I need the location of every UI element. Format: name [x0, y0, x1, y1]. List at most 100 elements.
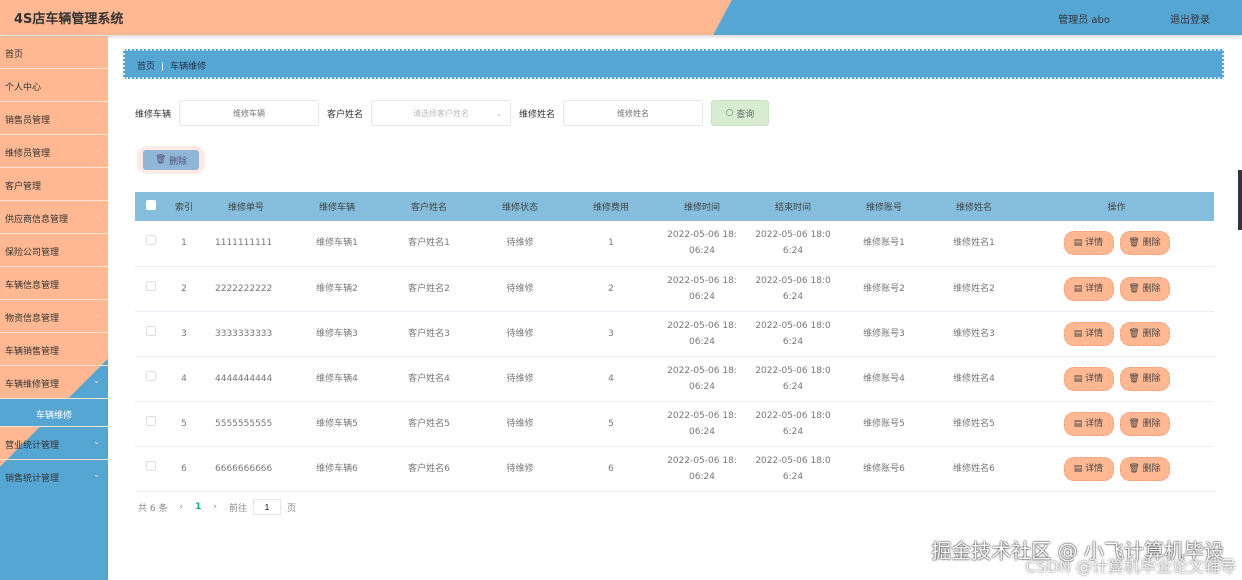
scrollbar[interactable]	[1238, 170, 1242, 230]
chevron-down-icon: ⌄	[495, 108, 503, 118]
sidebar-item[interactable]: 物资信息管理 ⌄	[0, 300, 108, 333]
customer-select[interactable]: 请选择客户姓名 ⌄	[371, 100, 512, 126]
sidebar-item-label: 保险公司管理	[5, 248, 60, 258]
batch-delete-button[interactable]: 🗑 删除	[137, 146, 205, 174]
sidebar-item-label: 车辆维修管理	[5, 380, 60, 390]
watermark-csdn: CSDN @计算机毕业论文辅导	[1025, 557, 1236, 576]
sidebar-item-label: 个人中心	[5, 83, 42, 93]
customer-select-placeholder: 请选择客户姓名	[413, 108, 470, 118]
app-title: 4S店车辆管理系统	[14, 12, 124, 27]
delete-button[interactable]: 🗑 删除	[1119, 366, 1170, 391]
column-header: 维修状态	[475, 192, 565, 221]
table-cell: 维修账号5	[839, 401, 929, 447]
watermark-juejin: 掘金技术社区 @ 小飞计算机毕设	[931, 539, 1224, 563]
detail-label: 详情	[1085, 373, 1104, 384]
breadcrumb-home[interactable]: 首页	[137, 62, 156, 72]
sidebar-subitem-active[interactable]: 车辆维修	[0, 399, 108, 427]
vehicle-input[interactable]	[179, 100, 320, 126]
sidebar-item[interactable]: 维修员管理 ⌄	[0, 135, 108, 168]
table-cell: 待维修	[475, 401, 565, 447]
table-cell: 待维修	[475, 356, 565, 402]
chevron-down-icon: ⌄	[93, 277, 100, 286]
chevron-down-icon: ⌄	[93, 211, 100, 220]
sidebar-item-label: 物资信息管理	[5, 314, 60, 324]
goto-page-input[interactable]	[252, 499, 281, 515]
sidebar-item-label: 车辆信息管理	[5, 281, 60, 291]
column-header: 结束时间	[747, 192, 839, 221]
prev-page-button[interactable]: ‹	[179, 502, 184, 512]
chevron-down-icon: ⌄	[93, 437, 100, 446]
sidebar-item[interactable]: 车辆维修管理 ⌄	[0, 366, 108, 399]
detail-button[interactable]: ▤ 详情	[1063, 456, 1114, 481]
detail-label: 详情	[1085, 283, 1104, 294]
column-header: 操作	[1019, 192, 1214, 221]
table-cell: 2022-05-06 18:06:24	[657, 311, 747, 357]
detail-button[interactable]: ▤ 详情	[1063, 321, 1114, 346]
row-checkbox[interactable]	[135, 311, 167, 357]
sidebar-item[interactable]: 首页	[0, 36, 108, 69]
breadcrumb-current: 车辆维修	[170, 62, 207, 72]
chevron-down-icon: ⌄	[93, 79, 100, 88]
detail-button[interactable]: ▤ 详情	[1063, 276, 1114, 301]
sidebar-item[interactable]: 车辆信息管理 ⌄	[0, 267, 108, 300]
table-cell: 2022-05-06 18:06:24	[747, 356, 839, 402]
sidebar-item[interactable]: 销售员管理 ⌄	[0, 102, 108, 135]
repair-name-input[interactable]	[563, 100, 704, 126]
chevron-down-icon: ⌄	[93, 145, 100, 154]
page-number[interactable]: 1	[195, 502, 202, 512]
table-cell: 1111111111	[201, 221, 291, 267]
table-cell: 维修姓名1	[929, 221, 1019, 267]
table-cell: 待维修	[475, 221, 565, 267]
delete-button[interactable]: 🗑 删除	[1119, 276, 1170, 301]
table-cell: 待维修	[475, 446, 565, 492]
table-cell: 6	[565, 446, 657, 492]
row-checkbox[interactable]	[135, 266, 167, 312]
delete-label: 删除	[1142, 373, 1161, 384]
table-cell: 5555555555	[201, 401, 291, 447]
sidebar-item[interactable]: 保险公司管理 ⌄	[0, 234, 108, 267]
select-all-checkbox[interactable]	[135, 192, 167, 221]
table-cell: 维修姓名3	[929, 311, 1019, 357]
row-checkbox[interactable]	[135, 356, 167, 402]
sidebar-item-label: 客户管理	[5, 182, 42, 192]
table-cell: 待维修	[475, 266, 565, 312]
sidebar-item[interactable]: 销售统计管理 ⌄	[0, 460, 108, 493]
row-checkbox[interactable]	[135, 446, 167, 492]
delete-label: 删除	[1142, 238, 1161, 249]
delete-button[interactable]: 🗑 删除	[1119, 456, 1170, 481]
detail-button[interactable]: ▤ 详情	[1063, 366, 1114, 391]
table-cell: 维修车辆2	[291, 266, 383, 312]
row-actions: ▤ 详情 🗑 删除	[1019, 266, 1214, 312]
delete-label: 删除	[1142, 283, 1161, 294]
table-cell: 维修账号4	[839, 356, 929, 402]
sidebar-item[interactable]: 车辆销售管理 ⌄	[0, 333, 108, 366]
table-cell: 2022-05-06 18:06:24	[747, 446, 839, 492]
delete-button[interactable]: 🗑 删除	[1119, 231, 1170, 256]
detail-button[interactable]: ▤ 详情	[1063, 411, 1114, 436]
table-cell: 维修姓名2	[929, 266, 1019, 312]
delete-button[interactable]: 🗑 删除	[1119, 411, 1170, 436]
detail-button[interactable]: ▤ 详情	[1063, 231, 1114, 256]
breadcrumb-separator: |	[161, 62, 165, 72]
sidebar-item[interactable]: 供应商信息管理 ⌄	[0, 201, 108, 234]
delete-button[interactable]: 🗑 删除	[1119, 321, 1170, 346]
logout-link[interactable]: 退出登录	[1170, 15, 1210, 26]
sidebar-item[interactable]: 客户管理 ⌄	[0, 168, 108, 201]
table-cell: 1	[167, 221, 201, 267]
sidebar-item[interactable]: 个人中心 ⌄	[0, 69, 108, 102]
table-cell: 2222222222	[201, 266, 291, 312]
table-row: 6 6666666666 维修车辆6 客户姓名6 待维修 6 2022-05-06 18:0…	[135, 446, 1214, 492]
sidebar: 首页 个人中心 ⌄ 销售员管理 ⌄ 维修员管理 ⌄ 客户管理 ⌄ 供应商信息管理 ⌄ 保险公司管理 ⌄ 车…	[0, 36, 108, 580]
row-checkbox[interactable]	[135, 221, 167, 267]
search-bar: 维修车辆 客户姓名 请选择客户姓名 ⌄ 维修姓名 ○ 查询	[135, 100, 770, 126]
sidebar-item[interactable]: 营业统计管理 ⌄	[0, 427, 108, 460]
table-cell: 4	[167, 356, 201, 402]
next-page-button[interactable]: ›	[213, 502, 217, 512]
table-cell: 维修姓名4	[929, 356, 1019, 402]
table-cell: 4	[565, 356, 657, 402]
table-cell: 2022-05-06 18:06:24	[657, 401, 747, 447]
row-checkbox[interactable]	[135, 401, 167, 447]
query-button[interactable]: ○ 查询	[711, 100, 770, 126]
table-cell: 2022-05-06 18:06:24	[747, 401, 839, 447]
delete-label: 删除	[1142, 418, 1161, 429]
